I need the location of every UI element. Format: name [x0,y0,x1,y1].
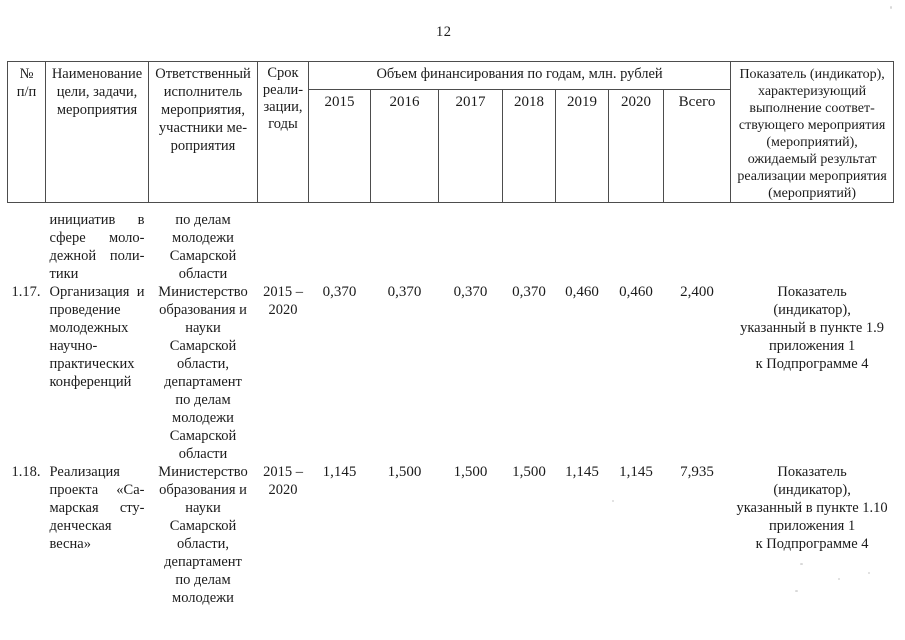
header-row-years: 2015 2016 2017 2018 2019 2020 Всего [8,89,894,203]
scan-noise-dot [612,500,614,502]
cell-num [8,203,46,284]
cell-value-total [664,203,731,284]
header-year-2016: 2016 [370,89,439,203]
header-col-term: Срок реали- зации, годы [257,61,309,203]
cell-value-2015: 0,370 [322,284,357,300]
cell-value-2019 [556,203,609,284]
header-year-2018: 2018 [502,89,556,203]
cell-value-2020 [609,203,664,284]
cell-term [258,203,309,284]
cell-term: 2015 – 2020 [263,284,303,318]
header-col-num: № п/п [7,61,46,203]
cell-value-2020: 0,460 [619,284,653,300]
table-row-1-18: 1.18. Реализация проекта «Са-марская сту-… [8,463,894,609]
cell-value-2018: 1,500 [512,464,546,480]
cell-indicator: Показатель (индикатор), указанный в пунк… [740,284,885,372]
cell-value-total: 7,935 [680,464,714,480]
table-row-1-17: 1.17. Организация и проведение молодежных н… [8,283,894,463]
cell-value-2019: 1,145 [565,464,599,480]
header-row-top: № п/п Наименование цели, задачи, меропри… [7,60,895,203]
cell-name: инициатив в сфере моло-дежной поли-тики [49,212,145,282]
cell-num: 1.18. [11,464,41,480]
header-col-financing: Объем финансирования по годам, млн. рубл… [307,60,732,91]
header-year-2015: 2015 [308,89,371,203]
cell-indicator [731,203,894,284]
cell-value-2016: 0,370 [387,284,422,300]
table-header: № п/п Наименование цели, задачи, меропри… [7,60,895,203]
header-year-2020: 2020 [608,89,664,203]
cell-indicator: Показатель (индикатор), указанный в пунк… [736,464,888,552]
cell-value-2018: 0,370 [512,284,546,300]
financing-table: № п/п Наименование цели, задачи, меропри… [7,60,895,610]
header-col-name: Наименование цели, задачи, мероприятия [45,61,149,203]
cell-executor: Министерство образования и науки Самарск… [158,284,248,462]
header-year-2017: 2017 [438,89,503,203]
cell-value-2018 [503,203,556,284]
cell-executor: по делам молодежи Самарской области [169,212,237,282]
table-row-continuation: инициатив в сфере моло-дежной поли-тики п… [8,203,894,284]
scan-noise-dot [890,6,892,9]
cell-value-2016: 1,500 [387,464,422,480]
scan-noise-dot [838,578,840,580]
scan-noise-dot [795,590,798,592]
header-col-indicator: Показатель (индикатор), характеризующий … [730,61,895,203]
cell-num: 1.17. [11,284,41,300]
header-year-2019: 2019 [555,89,609,203]
cell-value-2019: 0,460 [565,284,599,300]
cell-value-total: 2,400 [680,284,714,300]
page-number: 12 [436,24,452,40]
cell-value-2016 [371,203,439,284]
table-body: инициатив в сфере моло-дежной поли-тики п… [8,203,894,610]
scan-noise-dot [868,572,870,574]
cell-value-2015 [309,203,371,284]
cell-value-2017: 1,500 [453,464,488,480]
cell-value-2015: 1,145 [322,464,357,480]
cell-term: 2015 – 2020 [263,464,303,498]
cell-value-2017 [439,203,503,284]
cell-name: Реализация проекта «Са-марская сту-денчес… [49,464,145,552]
cell-value-2020: 1,145 [619,464,653,480]
cell-value-2017: 0,370 [453,284,488,300]
cell-executor: Министерство образования и науки Самарск… [158,464,248,606]
header-year-total: Всего [662,89,732,203]
scan-noise-dot [800,563,803,565]
header-col-executor: Ответственный исполнитель мероприятия, у… [148,61,258,203]
cell-name: Организация и проведение молодежных научно-… [49,284,145,390]
